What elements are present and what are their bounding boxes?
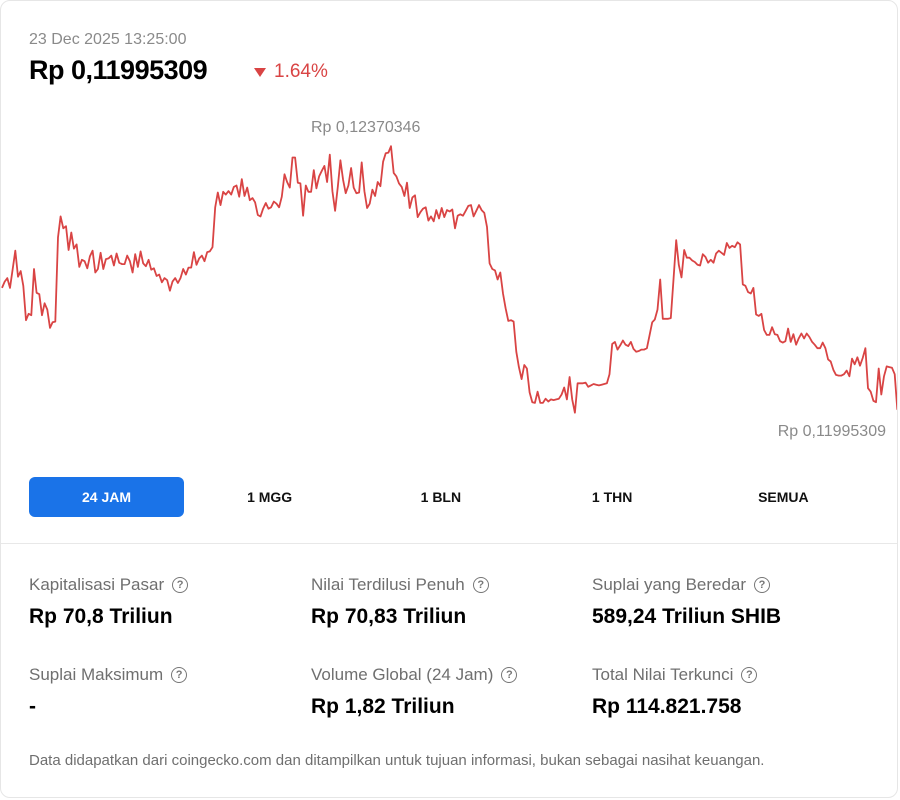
help-icon[interactable]: ? bbox=[501, 667, 518, 683]
stat-tvl: Total Nilai Terkunci? Rp 114.821.758 bbox=[592, 665, 758, 719]
time-range-selector: 24 JAM 1 MGG 1 BLN 1 THN SEMUA bbox=[29, 477, 869, 517]
range-24h-button[interactable]: 24 JAM bbox=[29, 477, 184, 517]
stat-market-cap: Kapitalisasi Pasar? Rp 70,8 Triliun bbox=[29, 575, 189, 629]
stat-label: Nilai Terdilusi Penuh bbox=[311, 575, 465, 594]
stat-value: - bbox=[29, 695, 36, 718]
stat-label: Suplai yang Beredar bbox=[592, 575, 747, 594]
stat-circulating-supply: Suplai yang Beredar? 589,24 Triliun SHIB bbox=[592, 575, 781, 629]
stat-label: Volume Global (24 Jam) bbox=[311, 665, 494, 684]
stat-fdv: Nilai Terdilusi Penuh? Rp 70,83 Triliun bbox=[311, 575, 489, 629]
stat-value: 589,24 Triliun SHIB bbox=[592, 605, 782, 628]
chart-high-label: Rp 0,12370346 bbox=[311, 119, 421, 136]
range-1m-button[interactable]: 1 BLN bbox=[420, 489, 462, 505]
help-icon[interactable]: ? bbox=[472, 577, 489, 593]
help-icon[interactable]: ? bbox=[172, 577, 189, 593]
stat-label: Suplai Maksimum bbox=[29, 665, 164, 684]
price-line bbox=[1, 145, 897, 414]
disclaimer-text: Data didapatkan dari coingecko.com dan d… bbox=[29, 752, 765, 769]
range-1w-button[interactable]: 1 MGG bbox=[247, 489, 293, 505]
stat-label: Kapitalisasi Pasar bbox=[29, 575, 165, 594]
help-icon[interactable]: ? bbox=[171, 667, 188, 683]
price-timestamp: 23 Dec 2025 13:25:00 bbox=[29, 31, 187, 48]
price-change: 1.64% bbox=[254, 61, 328, 83]
stat-value: Rp 70,8 Triliun bbox=[29, 605, 173, 628]
stat-label: Total Nilai Terkunci bbox=[592, 665, 734, 684]
section-divider bbox=[1, 543, 897, 544]
current-price: Rp 0,11995309 bbox=[29, 55, 208, 85]
chart-low-label: Rp 0,11995309 bbox=[777, 423, 886, 440]
stat-volume: Volume Global (24 Jam)? Rp 1,82 Triliun bbox=[311, 665, 518, 719]
stat-value: Rp 1,82 Triliun bbox=[311, 695, 455, 718]
price-change-percent: 1.64% bbox=[274, 61, 328, 82]
stat-max-supply: Suplai Maksimum? - bbox=[29, 665, 188, 719]
range-1y-button[interactable]: 1 THN bbox=[591, 489, 633, 505]
down-triangle-icon bbox=[254, 67, 266, 77]
help-icon[interactable]: ? bbox=[741, 667, 758, 683]
price-chart[interactable] bbox=[1, 111, 898, 451]
stat-value: Rp 114.821.758 bbox=[592, 695, 742, 718]
help-icon[interactable]: ? bbox=[754, 577, 771, 593]
range-all-button[interactable]: SEMUA bbox=[758, 489, 809, 505]
stat-value: Rp 70,83 Triliun bbox=[311, 605, 467, 628]
